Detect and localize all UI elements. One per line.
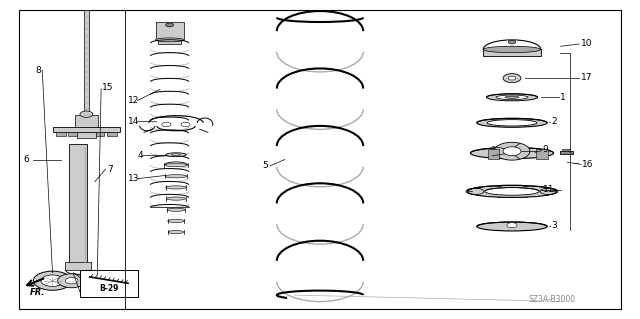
Ellipse shape <box>166 197 186 200</box>
Ellipse shape <box>168 230 184 234</box>
Text: 12: 12 <box>128 96 140 105</box>
Bar <box>107 132 117 136</box>
Ellipse shape <box>156 38 184 42</box>
Ellipse shape <box>165 174 187 178</box>
Ellipse shape <box>172 154 180 156</box>
Bar <box>56 132 66 136</box>
Bar <box>75 115 98 128</box>
Text: 10: 10 <box>580 39 592 48</box>
Ellipse shape <box>166 153 186 157</box>
Text: 4: 4 <box>138 151 143 160</box>
Circle shape <box>162 122 171 127</box>
Ellipse shape <box>470 147 554 159</box>
Ellipse shape <box>168 219 184 223</box>
Bar <box>65 262 91 270</box>
Circle shape <box>80 111 93 117</box>
Text: 8: 8 <box>35 66 41 75</box>
Text: 9: 9 <box>543 145 548 154</box>
Circle shape <box>508 40 516 44</box>
Text: 5: 5 <box>262 161 268 170</box>
Bar <box>156 22 184 40</box>
Text: 2: 2 <box>552 117 557 126</box>
Bar <box>77 132 96 138</box>
Text: 14: 14 <box>128 117 140 126</box>
Ellipse shape <box>483 46 541 53</box>
Ellipse shape <box>477 222 547 231</box>
Bar <box>483 49 541 56</box>
Circle shape <box>58 274 86 288</box>
Circle shape <box>33 271 72 290</box>
Text: B-29: B-29 <box>99 285 118 293</box>
Bar <box>562 149 570 151</box>
Ellipse shape <box>166 186 186 189</box>
Circle shape <box>503 147 521 156</box>
Bar <box>536 149 548 159</box>
Text: 6: 6 <box>24 155 29 164</box>
Ellipse shape <box>486 94 538 101</box>
Ellipse shape <box>505 96 519 99</box>
Text: 1: 1 <box>560 93 566 102</box>
Text: FR.: FR. <box>29 288 45 297</box>
Ellipse shape <box>477 118 547 127</box>
Text: 17: 17 <box>580 73 592 82</box>
Text: 7: 7 <box>108 165 113 174</box>
Bar <box>560 151 573 154</box>
Text: 15: 15 <box>102 83 114 92</box>
Bar <box>80 270 138 297</box>
Ellipse shape <box>164 163 188 167</box>
Bar <box>69 144 87 265</box>
Text: 11: 11 <box>543 185 554 194</box>
Circle shape <box>41 275 64 286</box>
Ellipse shape <box>496 95 528 100</box>
Bar <box>94 132 104 136</box>
Ellipse shape <box>167 208 185 211</box>
Circle shape <box>181 122 190 127</box>
Bar <box>158 40 181 44</box>
Bar <box>488 149 499 159</box>
Text: SZ3A-B3000: SZ3A-B3000 <box>529 295 576 304</box>
Ellipse shape <box>485 188 540 195</box>
Ellipse shape <box>487 120 537 126</box>
Bar <box>53 127 120 132</box>
Circle shape <box>503 74 521 83</box>
Bar <box>84 10 89 121</box>
Text: 16: 16 <box>582 160 594 169</box>
Bar <box>68 132 79 136</box>
Circle shape <box>65 278 78 284</box>
Circle shape <box>508 76 516 80</box>
Ellipse shape <box>467 185 557 197</box>
Circle shape <box>166 23 173 27</box>
Text: 13: 13 <box>128 174 140 183</box>
Text: 3: 3 <box>552 221 557 230</box>
Circle shape <box>507 223 517 228</box>
Circle shape <box>494 142 530 160</box>
